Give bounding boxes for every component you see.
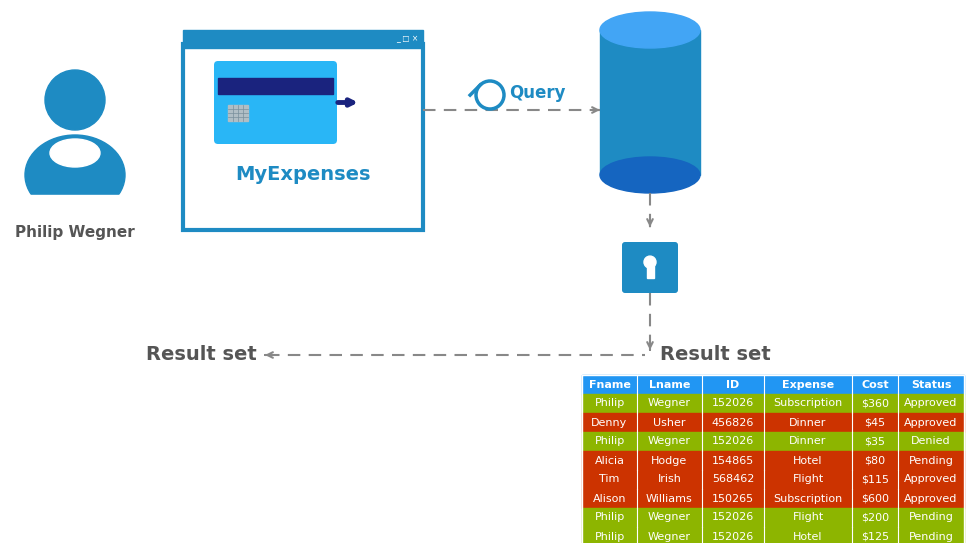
Bar: [582, 470, 964, 489]
Text: Alison: Alison: [593, 494, 626, 503]
Text: Expense: Expense: [782, 380, 834, 389]
Bar: [582, 508, 964, 527]
Text: Denny: Denny: [591, 418, 627, 427]
Text: MyExpenses: MyExpenses: [236, 166, 371, 185]
Text: _ □ ×: _ □ ×: [395, 35, 418, 43]
Text: Pending: Pending: [909, 456, 954, 465]
Text: Usher: Usher: [654, 418, 686, 427]
Ellipse shape: [600, 12, 700, 48]
Text: Fname: Fname: [588, 380, 630, 389]
Bar: [582, 527, 964, 543]
Text: 150265: 150265: [712, 494, 754, 503]
Text: 456826: 456826: [712, 418, 754, 427]
Text: Status: Status: [911, 380, 952, 389]
Text: $80: $80: [865, 456, 885, 465]
Bar: [183, 44, 423, 230]
Text: Alicia: Alicia: [594, 456, 624, 465]
Text: Subscription: Subscription: [773, 494, 843, 503]
Text: Pending: Pending: [909, 532, 954, 541]
Text: Wegner: Wegner: [648, 399, 691, 408]
Bar: [15, 195, 135, 245]
Text: Philip: Philip: [594, 532, 624, 541]
Bar: [582, 489, 964, 508]
Circle shape: [45, 70, 105, 130]
Text: Pending: Pending: [909, 513, 954, 522]
Text: Subscription: Subscription: [773, 399, 843, 408]
Text: $115: $115: [861, 475, 889, 484]
Text: Tim: Tim: [599, 475, 619, 484]
Text: $200: $200: [861, 513, 889, 522]
Text: Flight: Flight: [793, 475, 824, 484]
Bar: [582, 451, 964, 470]
Bar: [183, 44, 423, 230]
Text: Williams: Williams: [646, 494, 693, 503]
Text: 152026: 152026: [712, 399, 754, 408]
Text: Denied: Denied: [912, 437, 951, 446]
Bar: [582, 394, 964, 413]
Text: Philip: Philip: [594, 399, 624, 408]
Bar: [582, 432, 964, 451]
Bar: [183, 30, 423, 48]
Text: Wegner: Wegner: [648, 532, 691, 541]
Text: Approved: Approved: [904, 494, 957, 503]
Text: $35: $35: [865, 437, 885, 446]
Bar: [647, 266, 654, 278]
Text: 152026: 152026: [712, 513, 754, 522]
Text: Approved: Approved: [904, 418, 957, 427]
Text: Query: Query: [509, 84, 566, 102]
Ellipse shape: [50, 139, 100, 167]
Text: Hotel: Hotel: [793, 456, 823, 465]
Text: Result set: Result set: [146, 345, 257, 364]
Text: $360: $360: [861, 399, 889, 408]
Text: Result set: Result set: [660, 345, 770, 364]
Text: $125: $125: [861, 532, 889, 541]
Circle shape: [644, 256, 656, 268]
Text: Wegner: Wegner: [648, 513, 691, 522]
Ellipse shape: [25, 135, 125, 215]
Text: Hodge: Hodge: [652, 456, 688, 465]
Text: 568462: 568462: [712, 475, 754, 484]
Text: 154865: 154865: [712, 456, 754, 465]
Text: Hotel: Hotel: [793, 532, 823, 541]
Text: Irish: Irish: [657, 475, 682, 484]
Text: Cost: Cost: [861, 380, 889, 389]
Bar: [582, 375, 964, 394]
Bar: [228, 105, 248, 121]
Text: Philip: Philip: [594, 513, 624, 522]
Text: Flight: Flight: [793, 513, 824, 522]
Text: Philip Wegner: Philip Wegner: [16, 225, 134, 240]
Bar: [582, 413, 964, 432]
Text: Approved: Approved: [904, 399, 957, 408]
Text: 152026: 152026: [712, 532, 754, 541]
Text: ID: ID: [727, 380, 739, 389]
Text: Dinner: Dinner: [789, 418, 827, 427]
Text: Dinner: Dinner: [789, 437, 827, 446]
Ellipse shape: [600, 157, 700, 193]
Bar: [582, 375, 964, 543]
Text: $600: $600: [861, 494, 889, 503]
Text: Lname: Lname: [649, 380, 691, 389]
FancyBboxPatch shape: [214, 61, 337, 144]
Text: Philip: Philip: [594, 437, 624, 446]
Bar: [218, 78, 333, 94]
Text: 152026: 152026: [712, 437, 754, 446]
Bar: [600, 30, 700, 175]
Text: Wegner: Wegner: [648, 437, 691, 446]
Text: $45: $45: [865, 418, 885, 427]
FancyBboxPatch shape: [622, 242, 678, 293]
Text: Approved: Approved: [904, 475, 957, 484]
